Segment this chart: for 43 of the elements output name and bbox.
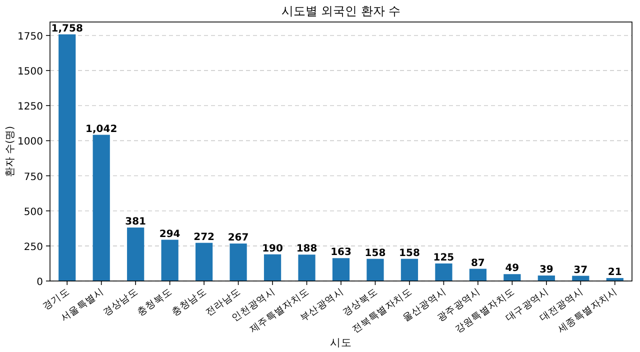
data-label: 163 <box>330 247 352 258</box>
data-label: 158 <box>364 248 386 259</box>
data-label: 1,042 <box>86 124 118 135</box>
bar <box>264 254 282 281</box>
data-label: 267 <box>228 232 249 244</box>
data-label: 190 <box>262 243 284 254</box>
bar <box>366 258 384 281</box>
x-axis-title: 시도 <box>330 337 352 349</box>
chart-title: 시도별 외국인 환자 수 <box>281 4 401 18</box>
y-tick-label: 1000 <box>18 136 43 148</box>
data-label: 37 <box>574 264 588 276</box>
data-label: 158 <box>399 248 420 259</box>
y-tick-label: 500 <box>24 206 43 218</box>
data-label: 272 <box>194 232 215 243</box>
data-label: 1,758 <box>51 23 83 34</box>
y-tick-label: 0 <box>36 277 43 288</box>
bar <box>58 34 76 281</box>
bar <box>435 263 452 281</box>
data-label: 125 <box>433 252 454 264</box>
data-label: 49 <box>505 263 520 274</box>
y-tick-label: 1500 <box>18 66 43 78</box>
bar <box>400 258 418 281</box>
data-label: 39 <box>539 264 554 276</box>
y-axis-title: 환자 수(명) <box>5 126 16 177</box>
data-label: 87 <box>470 258 485 269</box>
bar <box>504 274 521 281</box>
data-label: 188 <box>296 244 318 255</box>
y-tick-label: 250 <box>24 242 43 253</box>
bar <box>92 134 110 281</box>
y-tick-label: 1250 <box>18 102 43 113</box>
bar <box>230 244 247 281</box>
bar <box>196 242 213 281</box>
data-label: 381 <box>125 216 146 228</box>
bar <box>127 228 144 281</box>
bar <box>538 276 555 281</box>
bar <box>469 268 486 281</box>
bar <box>332 258 350 281</box>
data-label: 294 <box>159 228 180 240</box>
bar <box>161 240 178 281</box>
y-tick-label: 750 <box>24 172 43 183</box>
data-label: 21 <box>608 267 622 278</box>
bar <box>298 254 316 281</box>
y-tick-label: 1750 <box>18 31 43 42</box>
